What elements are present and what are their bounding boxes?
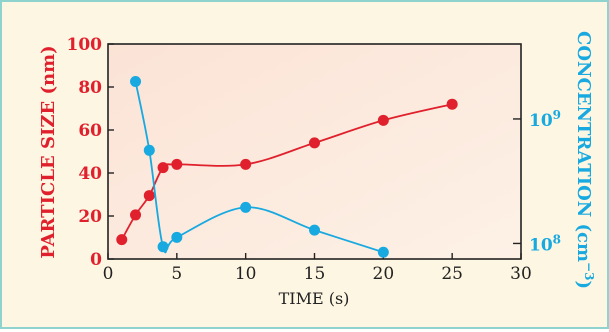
right-axis-title-suffix: ) — [573, 280, 594, 289]
right-tick-exponent: 8 — [553, 232, 561, 246]
right-tick-exponent: 9 — [553, 108, 561, 122]
data-point — [446, 98, 458, 110]
data-point — [171, 231, 183, 243]
data-point — [116, 234, 128, 246]
data-point — [377, 246, 389, 258]
x-tick-label: 5 — [171, 264, 182, 284]
left-tick-label: 40 — [78, 164, 102, 184]
data-point — [130, 209, 142, 221]
data-point — [130, 75, 142, 87]
data-point — [143, 144, 155, 156]
concentration-series — [130, 75, 389, 258]
particle-size-series — [116, 98, 458, 246]
series-layer — [116, 75, 458, 258]
right-tick-label: 108 — [529, 232, 561, 255]
left-tick-label: 100 — [67, 35, 103, 55]
data-point — [240, 158, 252, 170]
x-tick-label: 10 — [235, 264, 257, 284]
left-tick-label: 0 — [90, 250, 102, 270]
right-axis-title: CONCENTRATION (cm−3) — [573, 31, 596, 289]
x-tick-label: 15 — [304, 264, 326, 284]
data-point — [157, 162, 169, 174]
right-tick-label: 109 — [529, 108, 561, 131]
x-tick-label: 20 — [373, 264, 395, 284]
left-tick-label: 20 — [78, 207, 102, 227]
plot-area — [107, 43, 522, 260]
data-point — [309, 224, 320, 236]
left-tick-label: 80 — [78, 78, 102, 98]
x-tick-label: 25 — [441, 264, 463, 284]
data-point — [240, 201, 252, 213]
data-point — [157, 241, 169, 253]
x-axis-title: TIME (s) — [279, 289, 350, 308]
left-axis-title: PARTICLE SIZE (nm) — [38, 45, 59, 258]
data-point — [143, 190, 155, 202]
data-point — [377, 114, 389, 126]
data-point — [309, 137, 320, 149]
right-tick-base: 10 — [529, 235, 553, 255]
right-axis-title-main: CONCENTRATION (cm — [573, 31, 594, 262]
right-axis-title-exponent: −3 — [582, 262, 596, 280]
x-tick-label: 30 — [510, 264, 532, 284]
data-point — [171, 158, 183, 170]
x-axis: 0 5 10 15 20 25 30 — [103, 253, 532, 284]
left-tick-label: 60 — [78, 121, 102, 141]
left-y-axis: 0 20 40 60 80 100 — [67, 35, 114, 270]
right-tick-base: 10 — [529, 111, 553, 131]
x-tick-label: 0 — [103, 264, 114, 284]
